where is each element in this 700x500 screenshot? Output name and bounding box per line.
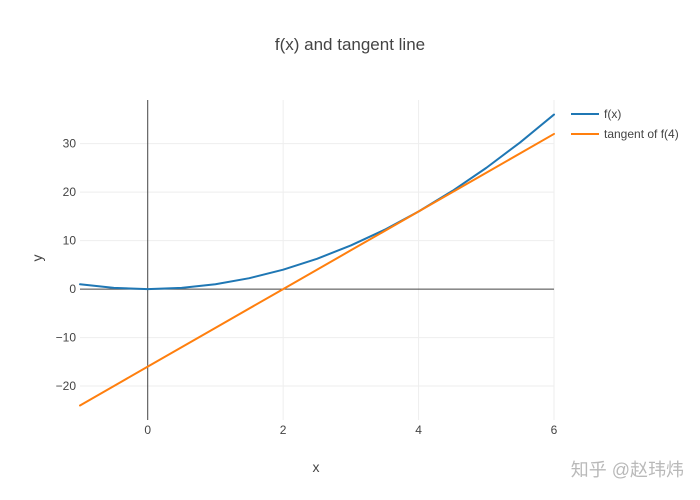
series-line-2	[79, 132, 555, 407]
x-tick-label: 4	[415, 423, 422, 437]
watermark: 知乎 @赵玮炜	[571, 460, 684, 480]
legend-item-1[interactable]: f(x)	[571, 107, 621, 121]
y-tick-label: 0	[69, 282, 76, 296]
tick-labels: 0 2 4 6 −20 −10 0 10 20 30	[56, 137, 558, 437]
y-tick-label: 30	[63, 137, 77, 151]
legend-item-2[interactable]: tangent of f(4)	[571, 127, 679, 141]
legend-label: f(x)	[604, 107, 621, 121]
grid-layer	[80, 100, 555, 420]
x-axis-label: x	[313, 459, 320, 475]
x-tick-label: 0	[144, 423, 151, 437]
plot-series	[79, 113, 555, 407]
legend-label: tangent of f(4)	[604, 127, 679, 141]
y-tick-label: 20	[63, 185, 77, 199]
series-line-1	[79, 113, 555, 291]
zero-lines	[80, 100, 554, 420]
y-tick-label: −20	[56, 379, 77, 393]
legend[interactable]: f(x) tangent of f(4)	[571, 107, 679, 141]
x-tick-label: 6	[551, 423, 558, 437]
y-tick-label: −10	[56, 331, 77, 345]
chart-title: f(x) and tangent line	[275, 35, 425, 54]
y-axis-label: y	[29, 255, 45, 262]
x-tick-label: 2	[280, 423, 287, 437]
y-tick-label: 10	[63, 234, 77, 248]
